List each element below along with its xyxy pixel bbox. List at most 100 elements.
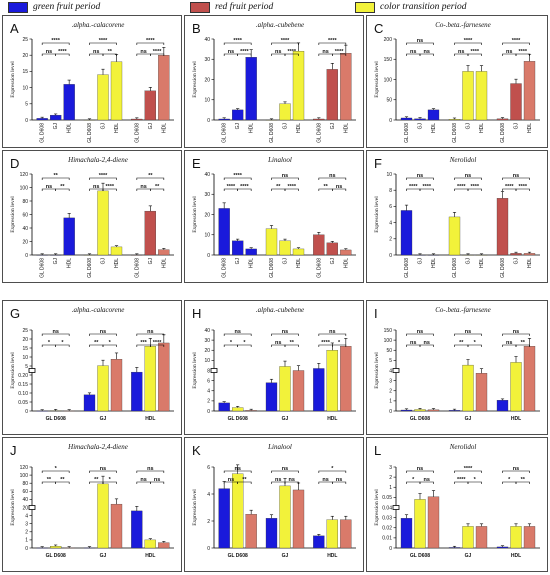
sig-label: **** (233, 38, 242, 44)
y-axis-label: Expression level (192, 489, 198, 526)
bar (110, 359, 123, 412)
sig-label: ns (410, 49, 416, 55)
panel-frame (366, 150, 548, 283)
y-tick-label: 200 (384, 37, 393, 43)
sig-label: * (508, 477, 511, 483)
sig-label: ns (465, 173, 471, 179)
sig-label: ns (458, 49, 464, 55)
x-group-label: GL D608 (410, 553, 430, 559)
y-axis-label: Expression level (10, 489, 16, 526)
y-tick-label: 0.04 (382, 505, 392, 511)
x-tick-label: GJ (101, 258, 107, 265)
bar (326, 350, 338, 412)
sig-label: ns (282, 173, 288, 179)
sig-label: ** (94, 340, 99, 346)
bar (245, 410, 257, 412)
sig-bracket (55, 344, 70, 347)
sig-label: **** (287, 184, 296, 190)
sig-bracket (55, 481, 70, 484)
y-tick-label: 5 (389, 358, 392, 364)
y-axis-label: Expression level (192, 61, 198, 98)
x-tick-label: GL D608 (134, 258, 140, 278)
bar (523, 526, 536, 549)
bar (279, 485, 291, 549)
y-tick-label: 40 (204, 37, 210, 43)
panel-I: I Co-.beta.-farnesene Expression level 0 1 2 3… (366, 300, 548, 435)
bar (292, 248, 305, 256)
sig-bracket (223, 42, 252, 45)
bar (475, 71, 488, 121)
sig-label: * (61, 340, 64, 346)
sig-bracket (271, 470, 299, 473)
y-tick-label: 0.01 (382, 536, 392, 542)
bar (475, 373, 488, 412)
x-tick-label: GJ (466, 258, 472, 265)
sig-bracket (89, 333, 117, 336)
x-tick-label: HDL (479, 123, 485, 133)
bar (427, 109, 440, 121)
bar (340, 249, 352, 256)
x-tick-label: HDL (249, 123, 255, 133)
bar (218, 118, 230, 121)
x-tick-label: GL D608 (269, 123, 275, 143)
sig-label: **** (328, 38, 337, 44)
sig-label: **** (58, 49, 67, 55)
x-tick-label: GL D608 (316, 123, 322, 143)
bar (475, 526, 488, 549)
x-tick-label: GL D608 (452, 258, 458, 278)
panel-title: Co-.beta.-farnesene (435, 306, 491, 314)
y-tick-label: 1 (389, 399, 392, 405)
sig-label: ns (228, 477, 234, 483)
sig-label: ns (275, 477, 281, 483)
sig-bracket (150, 188, 165, 191)
sig-label: ** (94, 477, 99, 483)
y-tick-label: 20 (22, 337, 28, 343)
bar (326, 69, 338, 121)
sig-label: **** (153, 340, 162, 346)
sig-label: ns (424, 49, 430, 55)
x-tick-label: HDL (431, 123, 437, 133)
bar (83, 394, 96, 412)
y-tick-label: 8 (207, 368, 210, 374)
x-group-label: HDL (511, 553, 521, 559)
bar (265, 228, 278, 256)
y-tick-label: 10 (204, 358, 210, 364)
x-group-label: GL D608 (46, 416, 66, 422)
sig-label: ns (289, 477, 295, 483)
sig-label: ns (424, 340, 430, 346)
panel-title: Co-.beta.-farnesene (435, 21, 491, 29)
sig-label: ns (336, 184, 342, 190)
sig-bracket (89, 177, 117, 180)
y-axis-label: Expression level (10, 352, 16, 389)
sig-label: * (474, 340, 477, 346)
bar (232, 240, 244, 256)
sig-label: **** (240, 184, 249, 190)
x-tick-label: GJ (101, 123, 107, 130)
bar (496, 118, 509, 121)
bar (97, 190, 109, 256)
sig-label: ** (276, 184, 281, 190)
y-tick-label: 40 (204, 328, 210, 334)
sig-label: ns (465, 329, 471, 335)
sig-bracket (454, 470, 482, 473)
y-tick-label: 40 (204, 172, 210, 178)
bar (292, 370, 305, 412)
x-tick-label: GJ (418, 123, 424, 130)
bar (414, 118, 426, 121)
panel-title: .alpha.-cubebene (256, 306, 304, 314)
y-tick-label: 15 (22, 346, 28, 352)
y-tick-label: 0 (389, 409, 392, 415)
x-tick-label: HDL (161, 123, 167, 133)
x-tick-label: GJ (53, 258, 59, 265)
y-tick-label: 0.05 (382, 495, 392, 501)
sig-label: **** (240, 49, 249, 55)
bar (427, 409, 440, 412)
sig-bracket (406, 470, 434, 473)
sig-label: **** (321, 340, 330, 346)
y-tick-label: 0 (25, 546, 28, 552)
sig-label: ** (323, 184, 328, 190)
y-tick-label: 0 (25, 118, 28, 124)
sig-bracket (223, 470, 252, 473)
sig-bracket (467, 188, 482, 191)
x-tick-label: GJ (330, 258, 336, 265)
